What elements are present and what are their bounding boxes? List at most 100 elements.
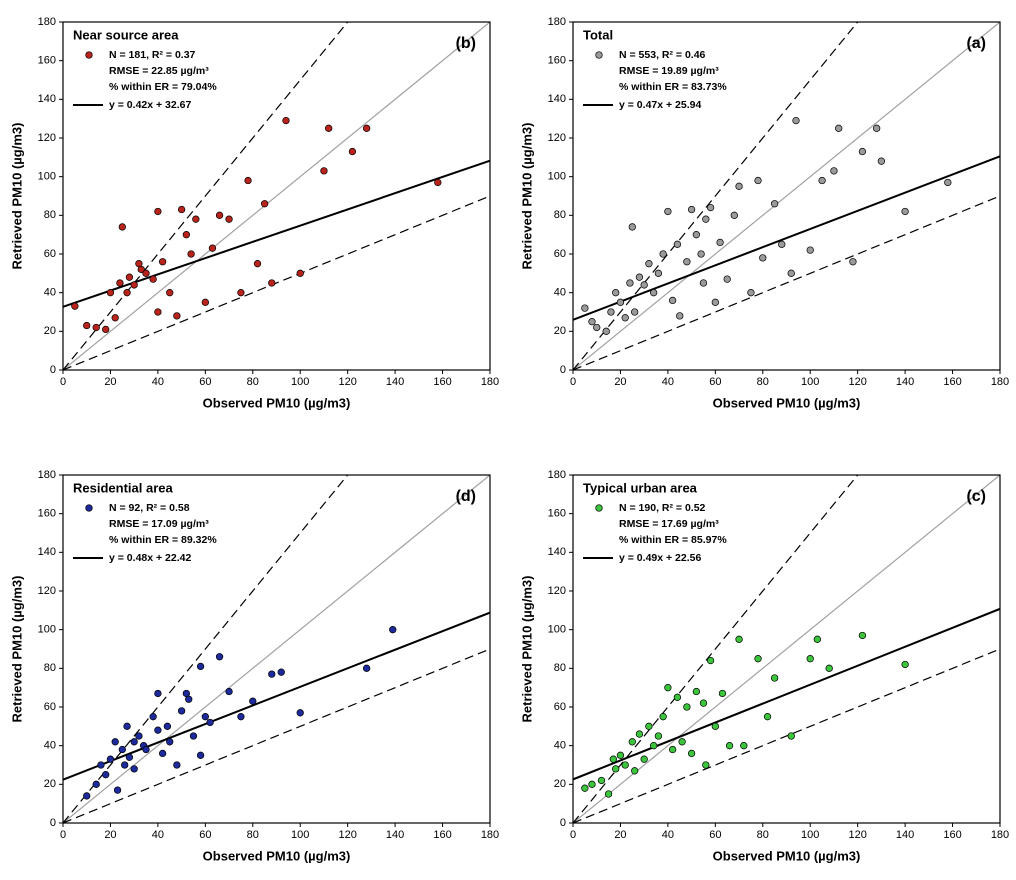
point [189, 732, 198, 740]
point [654, 269, 663, 277]
point [113, 786, 122, 794]
point [697, 250, 705, 258]
legend-text: N = 190, R² = 0.52 [619, 502, 706, 514]
point [628, 223, 636, 231]
point [83, 321, 91, 330]
point [296, 269, 304, 277]
point [118, 223, 126, 231]
y-tick-label: 180 [38, 469, 56, 481]
legend-text: % within ER = 79.04% [109, 81, 217, 93]
x-tick-label: 0 [60, 829, 66, 841]
legend-text: y = 0.47x + 25.94 [619, 99, 701, 111]
point [111, 314, 119, 322]
x-axis-title: Observed PM10 (µg/m3) [713, 395, 861, 410]
y-tick-label: 180 [548, 16, 566, 28]
x-tick-label: 180 [481, 829, 499, 841]
y-tick-label: 20 [44, 325, 56, 337]
point [106, 289, 115, 297]
x-tick-label: 20 [104, 829, 116, 841]
point [320, 167, 328, 175]
fit-line [63, 611, 490, 781]
x-tick-label: 100 [801, 376, 819, 388]
point [683, 703, 691, 711]
point [158, 749, 167, 758]
legend-text: % within ER = 85.97% [619, 534, 727, 546]
y-tick-label: 140 [548, 93, 566, 105]
point [716, 238, 724, 247]
point [787, 269, 795, 277]
point [158, 258, 167, 266]
y-tick-label: 60 [554, 701, 566, 713]
x-tick-label: 140 [896, 376, 914, 388]
point [225, 687, 233, 696]
point [668, 296, 677, 305]
y-tick-label: 80 [44, 662, 56, 674]
reference-line [573, 22, 1000, 370]
x-tick-label: 0 [60, 376, 66, 388]
point [106, 755, 115, 763]
y-tick-label: 20 [554, 778, 566, 790]
point [664, 684, 672, 692]
point [163, 722, 172, 730]
y-tick-label: 160 [38, 55, 56, 67]
x-tick-label: 20 [614, 376, 626, 388]
reference-line [573, 475, 859, 823]
point [137, 265, 145, 274]
point [787, 732, 795, 740]
point [635, 273, 644, 281]
point [362, 124, 371, 132]
point [142, 745, 150, 754]
x-tick-label: 100 [801, 829, 819, 841]
point [196, 751, 205, 759]
point [650, 289, 658, 297]
point [747, 289, 755, 297]
legend-text: y = 0.48x + 22.42 [109, 552, 191, 564]
x-tick-label: 40 [152, 376, 164, 388]
y-tick-label: 80 [554, 662, 566, 674]
y-tick-label: 40 [44, 740, 56, 752]
point [706, 656, 715, 665]
point [650, 742, 658, 750]
point [588, 318, 596, 326]
point [723, 275, 731, 283]
point [621, 761, 629, 769]
point [730, 211, 738, 219]
point [818, 176, 826, 185]
point [130, 738, 138, 746]
point [635, 730, 644, 738]
y-axis-title: Retrieved PM10 (µg/m3) [9, 576, 24, 723]
x-tick-label: 180 [991, 829, 1009, 841]
x-tick-label: 120 [848, 829, 866, 841]
fit-line [573, 155, 1000, 321]
y-tick-label: 0 [560, 364, 566, 376]
y-tick-label: 140 [38, 93, 56, 105]
point [877, 157, 886, 165]
point [692, 687, 701, 696]
x-tick-label: 100 [291, 829, 309, 841]
point [858, 147, 867, 156]
plot-lines [573, 22, 1000, 370]
reference-line [63, 475, 349, 823]
point [706, 203, 715, 212]
y-tick-label: 20 [44, 778, 56, 790]
point [116, 279, 124, 287]
point [154, 689, 162, 698]
point [201, 713, 209, 721]
point [149, 275, 157, 283]
point [588, 780, 596, 788]
y-tick-label: 0 [50, 364, 56, 376]
point [125, 753, 134, 761]
panel: 0 20 40 60 80 100 120 140 160 180 0 20 40 60 80 100 120 1… [9, 469, 499, 864]
legend-text: % within ER = 89.32% [109, 534, 217, 546]
x-tick-label: 40 [662, 376, 674, 388]
panel-label: (a) [966, 35, 986, 52]
point [711, 298, 719, 306]
point [237, 713, 245, 721]
point [628, 738, 636, 746]
point [97, 761, 105, 769]
point [597, 776, 606, 785]
x-axis-title: Observed PM10 (µg/m3) [203, 848, 351, 863]
x-tick-label: 80 [247, 376, 259, 388]
point [683, 258, 691, 266]
point [678, 738, 686, 746]
